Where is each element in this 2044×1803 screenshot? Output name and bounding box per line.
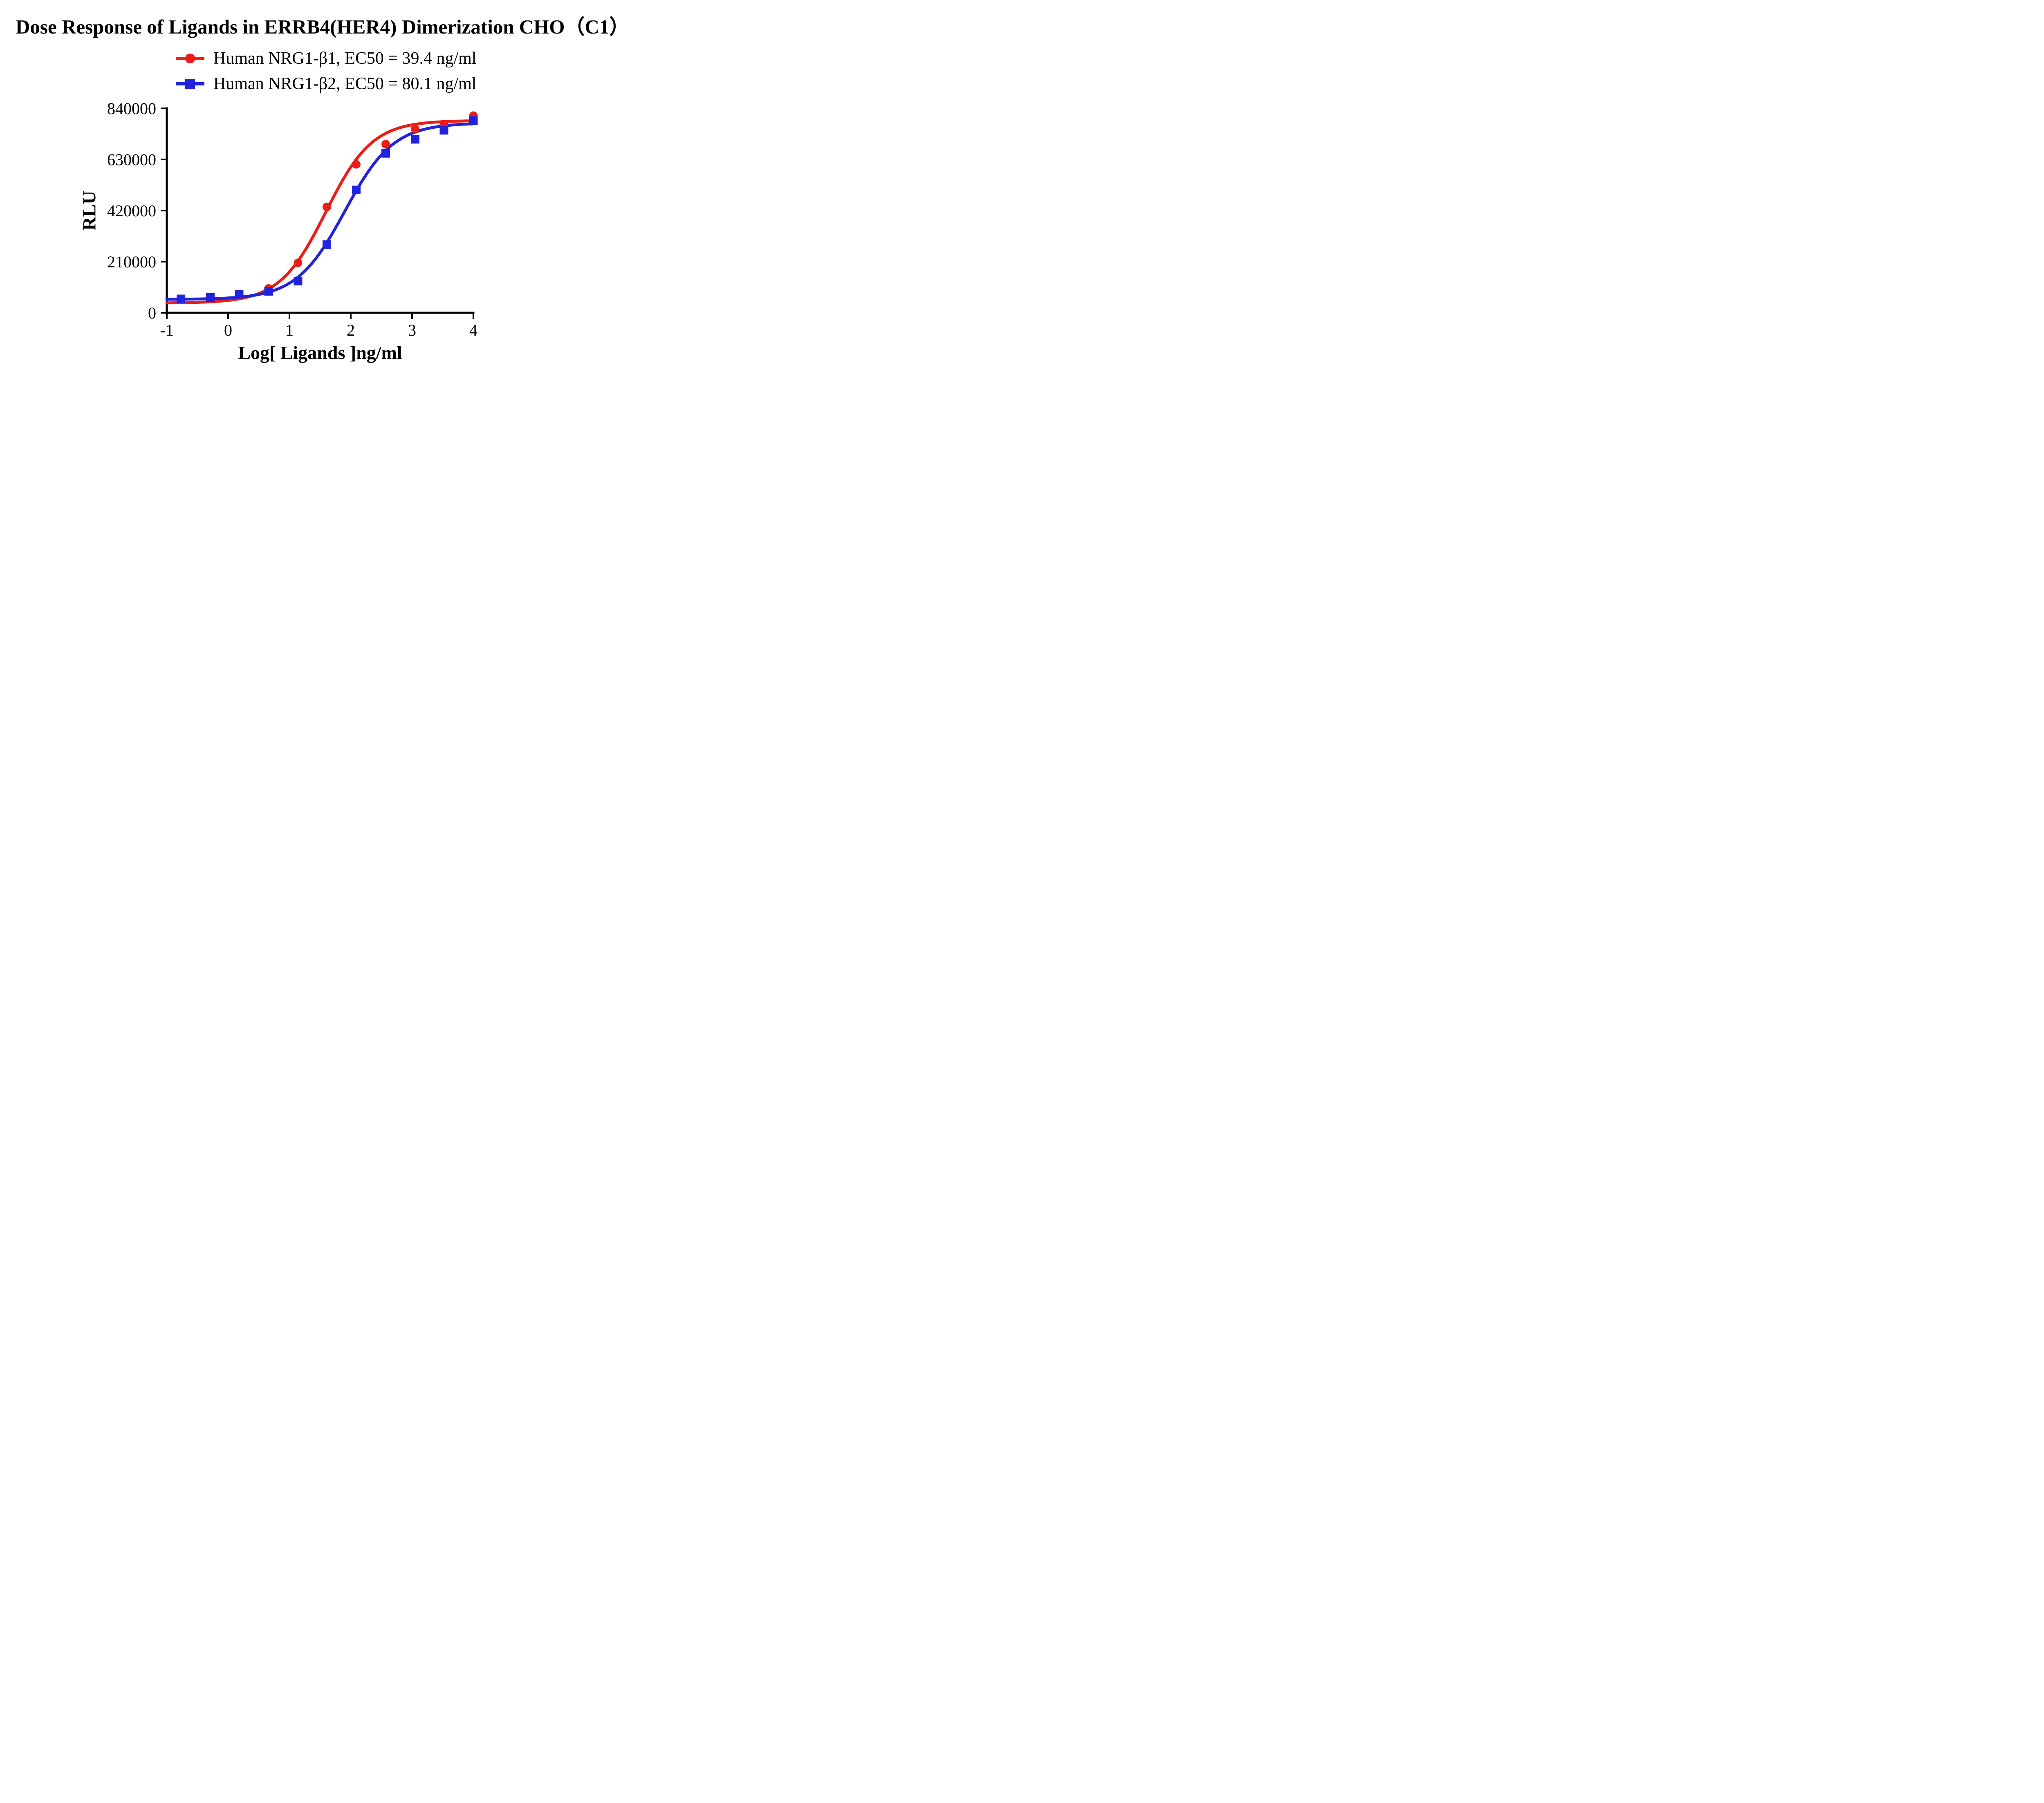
fit-curve <box>165 122 475 301</box>
y-tick-label: 630000 <box>107 150 156 169</box>
y-tick-label: 210000 <box>107 253 156 271</box>
legend-item-nrg1-b1: Human NRG1-β1, EC50 = 39.4 ng/ml <box>175 47 477 70</box>
x-axis-title: Log[ Ligands ]ng/ml <box>238 342 402 363</box>
data-point-square <box>177 294 185 303</box>
y-tick-label: 420000 <box>107 202 156 220</box>
x-tick-label: 1 <box>285 321 294 339</box>
data-point-square <box>264 287 273 296</box>
y-axis-title: RLU <box>78 191 100 231</box>
legend: Human NRG1-β1, EC50 = 39.4 ng/ml Human N… <box>175 47 477 95</box>
data-point-square <box>294 277 303 286</box>
data-point-square <box>439 126 448 135</box>
legend-label-nrg1-b1: Human NRG1-β1, EC50 = 39.4 ng/ml <box>213 49 477 68</box>
legend-marker-square-icon <box>176 79 204 89</box>
x-tick-label: -1 <box>160 321 173 339</box>
fit-curve <box>165 119 475 305</box>
x-tick-label: 0 <box>224 321 232 339</box>
data-point-square <box>469 116 478 125</box>
data-point-circle <box>352 160 361 169</box>
y-tick-label: 0 <box>148 304 156 322</box>
data-point-square <box>323 240 331 249</box>
data-point-circle <box>381 140 390 148</box>
data-point-circle <box>294 258 303 267</box>
x-tick-label: 2 <box>347 321 355 339</box>
x-tick-label: 4 <box>469 321 477 339</box>
data-point-square <box>411 135 419 144</box>
data-point-circle <box>323 202 331 211</box>
data-point-square <box>235 290 244 299</box>
legend-item-nrg1-b2: Human NRG1-β2, EC50 = 80.1 ng/ml <box>175 73 477 95</box>
chart-title: Dose Response of Ligands in ERRB4(HER4) … <box>16 16 630 38</box>
data-point-square <box>206 293 215 302</box>
chart-canvas: Dose Response of Ligands in ERRB4(HER4) … <box>0 0 632 375</box>
legend-label-nrg1-b2: Human NRG1-β2, EC50 = 80.1 ng/ml <box>213 74 477 93</box>
data-point-circle <box>411 125 419 134</box>
data-point-square <box>352 185 361 194</box>
legend-marker-circle-icon <box>176 54 204 63</box>
y-tick-label: 840000 <box>107 99 156 118</box>
data-point-square <box>381 149 390 158</box>
x-tick-label: 3 <box>408 321 416 339</box>
